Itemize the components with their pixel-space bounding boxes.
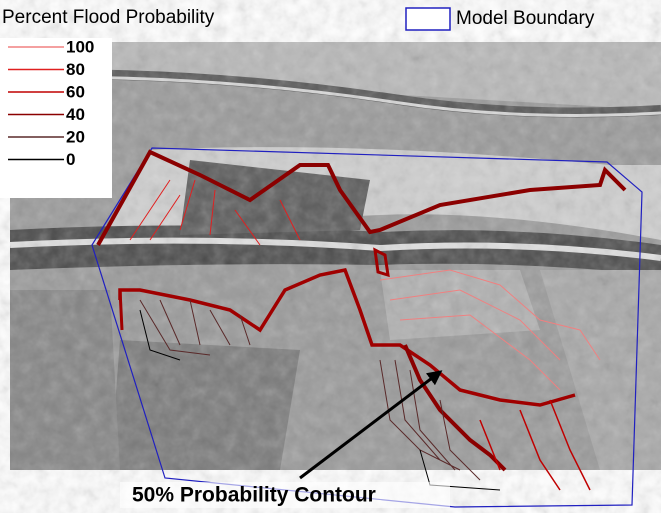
flood-map: Percent Flood Probability 100 80 60 40 20 0 M… xyxy=(0,0,661,516)
boundary-label: Model Boundary xyxy=(456,8,595,29)
annotation: 50% Probability Contour xyxy=(132,484,376,507)
legend-label: 100 xyxy=(66,37,94,56)
legend-label: 60 xyxy=(66,82,85,101)
legend-label: 40 xyxy=(66,105,85,124)
legend-label: 20 xyxy=(66,127,85,146)
legend-title: Percent Flood Probability xyxy=(2,7,215,28)
legend-box xyxy=(0,38,112,198)
legend-label: 0 xyxy=(66,150,75,169)
legend-label: 80 xyxy=(66,60,85,79)
boundary-swatch xyxy=(406,8,450,30)
